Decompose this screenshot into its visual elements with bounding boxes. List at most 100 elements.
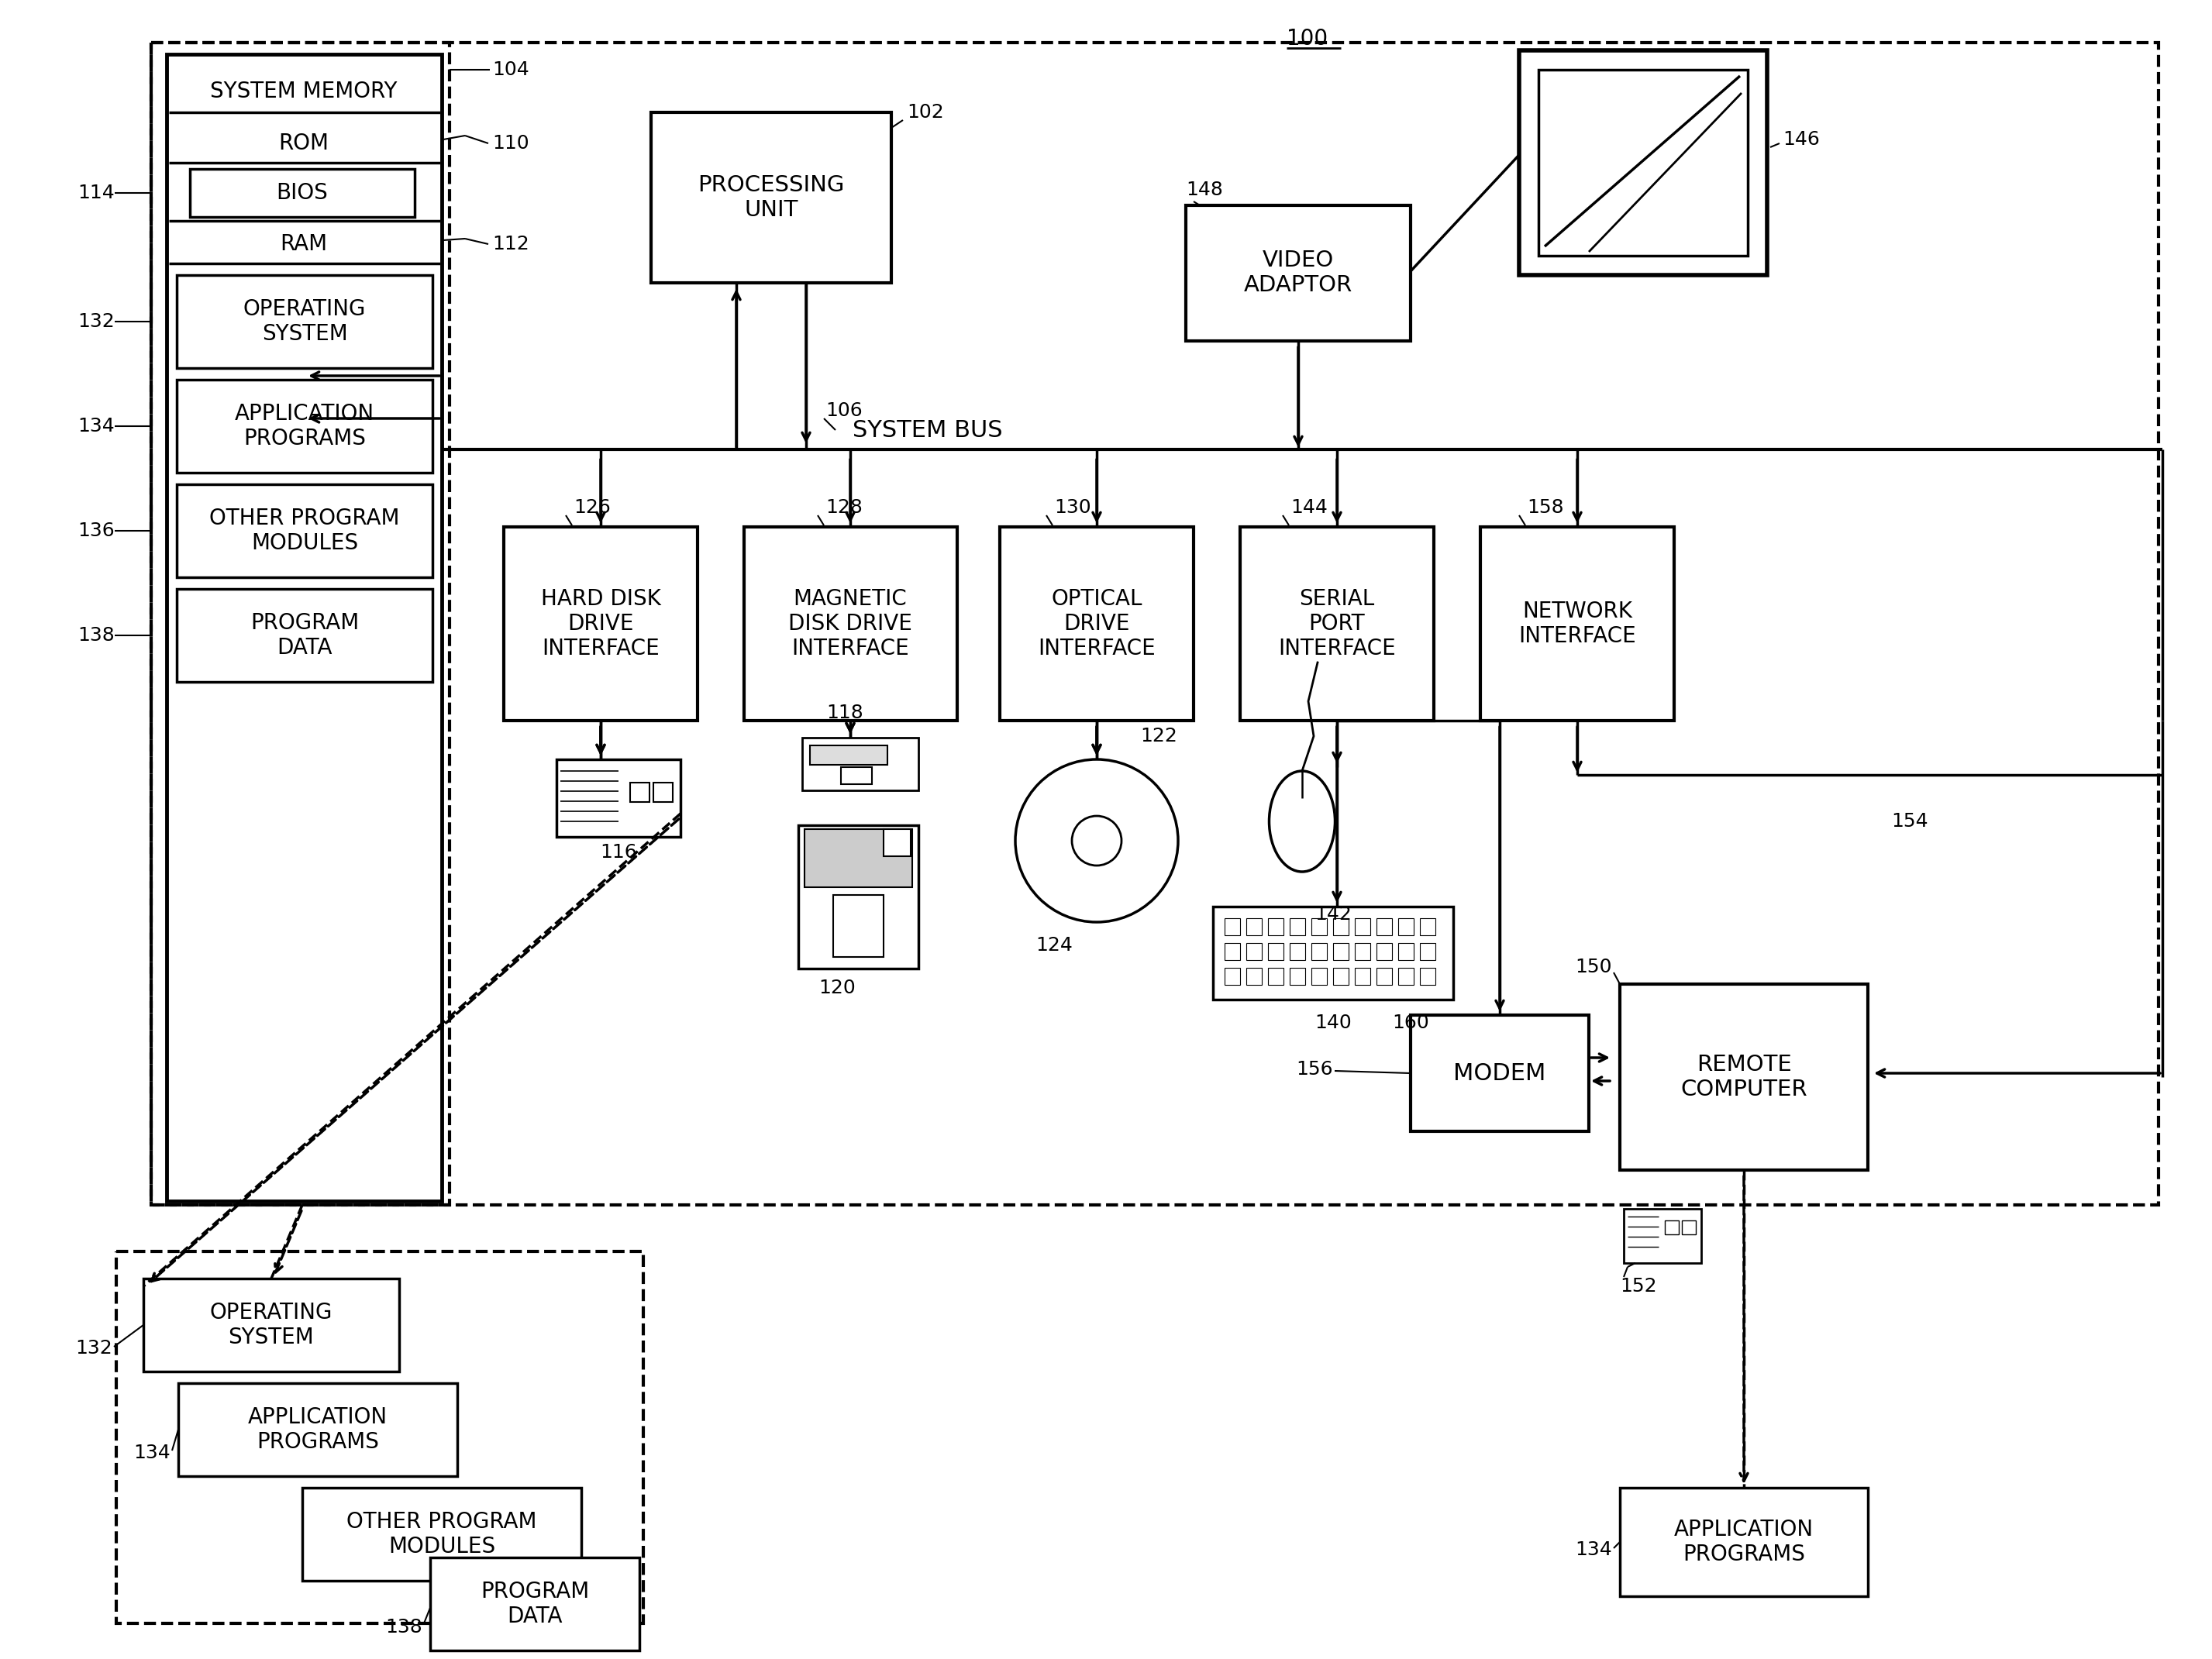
Text: BIOS: BIOS (276, 182, 327, 204)
Bar (653, 783, 672, 801)
Bar (841, 766, 872, 785)
Bar (190, 169, 414, 217)
Text: ROM: ROM (279, 133, 330, 154)
Bar (177, 589, 434, 682)
Text: OPERATING
SYSTEM: OPERATING SYSTEM (243, 299, 365, 345)
Bar (1245, 942, 1261, 961)
Text: 140: 140 (1314, 1014, 1352, 1032)
Bar (1619, 984, 1867, 1170)
Text: 106: 106 (825, 401, 863, 420)
Bar (1225, 917, 1241, 936)
Bar (1334, 917, 1349, 936)
Text: 104: 104 (491, 60, 529, 80)
Text: NETWORK
INTERFACE: NETWORK INTERFACE (1517, 601, 1637, 647)
Bar (1666, 1221, 1679, 1234)
Bar (1186, 206, 1411, 342)
Bar (1540, 70, 1747, 255)
Text: APPLICATION
PROGRAMS: APPLICATION PROGRAMS (234, 403, 374, 450)
Text: OPTICAL
DRIVE
INTERFACE: OPTICAL DRIVE INTERFACE (1037, 587, 1155, 660)
Text: 148: 148 (1186, 181, 1223, 199)
Bar (1420, 942, 1436, 961)
Bar (1619, 1488, 1867, 1596)
Bar (150, 43, 2159, 1204)
Bar (1354, 967, 1369, 985)
Bar (1290, 942, 1305, 961)
Text: 122: 122 (1139, 727, 1177, 745)
Text: 146: 146 (1783, 129, 1820, 149)
Text: 120: 120 (818, 979, 856, 997)
Text: 100: 100 (1287, 28, 1327, 50)
Bar (303, 1488, 582, 1581)
Text: OTHER PROGRAM
MODULES: OTHER PROGRAM MODULES (347, 1511, 538, 1558)
Text: PROGRAM
DATA: PROGRAM DATA (480, 1581, 588, 1627)
Bar (743, 528, 958, 720)
Text: 138: 138 (77, 625, 115, 645)
Text: 134: 134 (1575, 1541, 1613, 1559)
Bar (1312, 917, 1327, 936)
Bar (1398, 967, 1413, 985)
Text: 136: 136 (77, 521, 115, 541)
Text: 160: 160 (1391, 1014, 1429, 1032)
Text: 132: 132 (77, 312, 115, 330)
Text: 128: 128 (825, 498, 863, 518)
Bar (117, 1251, 644, 1624)
Bar (1267, 942, 1283, 961)
Text: 130: 130 (1055, 498, 1091, 518)
Text: OPERATING
SYSTEM: OPERATING SYSTEM (210, 1302, 332, 1349)
Text: PROCESSING
UNIT: PROCESSING UNIT (697, 174, 845, 221)
Text: 144: 144 (1290, 498, 1327, 518)
Text: 142: 142 (1314, 906, 1352, 924)
Bar (1290, 917, 1305, 936)
Text: 102: 102 (907, 103, 945, 121)
Bar (166, 55, 442, 1201)
Ellipse shape (1270, 771, 1336, 871)
Text: 112: 112 (491, 236, 529, 254)
Text: 158: 158 (1526, 498, 1564, 518)
Bar (1376, 917, 1391, 936)
Text: 114: 114 (77, 184, 115, 202)
Text: 126: 126 (573, 498, 611, 518)
Bar (177, 380, 434, 473)
Bar (1681, 1221, 1697, 1234)
Bar (1420, 917, 1436, 936)
Bar (803, 738, 918, 790)
Bar (1354, 917, 1369, 936)
Text: PROGRAM
DATA: PROGRAM DATA (250, 612, 358, 659)
Text: SYSTEM BUS: SYSTEM BUS (852, 418, 1002, 441)
Text: 150: 150 (1575, 957, 1613, 977)
Text: 124: 124 (1035, 936, 1073, 954)
Bar (177, 484, 434, 577)
Text: 116: 116 (599, 843, 637, 861)
Bar (1225, 967, 1241, 985)
Text: 134: 134 (77, 416, 115, 435)
Bar (1312, 942, 1327, 961)
Bar (805, 830, 911, 888)
Bar (144, 1279, 398, 1372)
Text: 110: 110 (491, 134, 529, 153)
Bar (1312, 967, 1327, 985)
Bar (1398, 917, 1413, 936)
Text: MAGNETIC
DISK DRIVE
INTERFACE: MAGNETIC DISK DRIVE INTERFACE (787, 587, 911, 660)
Text: APPLICATION
PROGRAMS: APPLICATION PROGRAMS (248, 1407, 387, 1453)
Text: HARD DISK
DRIVE
INTERFACE: HARD DISK DRIVE INTERFACE (540, 587, 661, 660)
Bar (504, 528, 697, 720)
Bar (1267, 917, 1283, 936)
Bar (557, 760, 681, 836)
Bar (1520, 50, 1767, 275)
Bar (1354, 942, 1369, 961)
Bar (1267, 967, 1283, 985)
Bar (1398, 942, 1413, 961)
Bar (1334, 942, 1349, 961)
Text: 134: 134 (133, 1443, 170, 1462)
Bar (1000, 528, 1194, 720)
Bar (1411, 1015, 1588, 1131)
Text: RAM: RAM (281, 234, 327, 255)
Text: 156: 156 (1296, 1060, 1334, 1078)
Bar (799, 825, 918, 969)
Bar (1245, 967, 1261, 985)
Bar (179, 1384, 458, 1477)
Bar (429, 1558, 639, 1651)
Text: APPLICATION
PROGRAMS: APPLICATION PROGRAMS (1674, 1518, 1814, 1566)
Text: OTHER PROGRAM
MODULES: OTHER PROGRAM MODULES (210, 508, 400, 554)
Bar (1245, 917, 1261, 936)
